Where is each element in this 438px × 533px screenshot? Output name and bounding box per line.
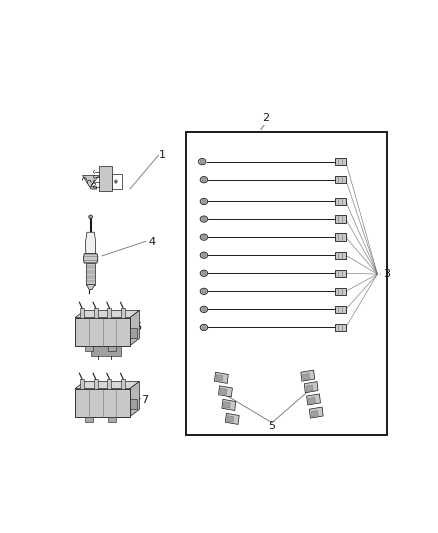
Bar xyxy=(80,308,84,318)
Text: 7: 7 xyxy=(141,394,148,405)
Bar xyxy=(222,399,235,410)
Bar xyxy=(304,382,318,393)
Bar xyxy=(334,233,345,241)
Ellipse shape xyxy=(201,326,205,329)
Bar xyxy=(121,308,125,318)
Bar xyxy=(85,345,92,351)
Bar xyxy=(223,402,230,408)
Bar xyxy=(306,394,320,405)
Bar xyxy=(334,176,345,183)
Bar xyxy=(334,306,345,313)
Ellipse shape xyxy=(198,158,205,165)
Text: 2: 2 xyxy=(261,113,269,123)
Polygon shape xyxy=(75,382,139,389)
Polygon shape xyxy=(86,285,95,290)
Ellipse shape xyxy=(201,271,205,275)
Bar xyxy=(309,407,322,418)
Bar xyxy=(334,252,345,259)
Bar xyxy=(215,375,223,381)
Ellipse shape xyxy=(201,253,205,257)
Bar xyxy=(334,198,345,205)
Text: 6: 6 xyxy=(134,322,141,333)
Bar xyxy=(94,308,97,318)
Bar xyxy=(219,388,226,394)
Ellipse shape xyxy=(200,160,204,164)
Polygon shape xyxy=(130,382,139,417)
Bar xyxy=(130,328,137,337)
Polygon shape xyxy=(75,310,139,318)
Polygon shape xyxy=(83,254,98,263)
Bar xyxy=(85,417,92,422)
Bar xyxy=(226,416,233,422)
Bar xyxy=(130,399,137,409)
Bar xyxy=(214,372,228,383)
Bar xyxy=(108,345,115,351)
Bar xyxy=(334,158,345,165)
Bar xyxy=(108,417,115,422)
Bar xyxy=(75,389,130,417)
Bar xyxy=(86,263,95,285)
Bar xyxy=(218,386,232,397)
Bar xyxy=(302,374,309,380)
Ellipse shape xyxy=(200,252,207,259)
Ellipse shape xyxy=(201,235,205,239)
Bar xyxy=(311,410,318,417)
Bar xyxy=(121,379,125,389)
Ellipse shape xyxy=(200,216,207,222)
Ellipse shape xyxy=(201,289,205,293)
Bar xyxy=(305,385,312,391)
Bar xyxy=(308,397,315,404)
Bar xyxy=(107,308,111,318)
Polygon shape xyxy=(85,232,95,254)
Bar xyxy=(334,324,345,331)
Ellipse shape xyxy=(201,308,205,311)
Text: 5: 5 xyxy=(268,421,275,431)
Ellipse shape xyxy=(201,178,205,182)
Bar xyxy=(185,132,386,435)
Bar xyxy=(107,379,111,389)
Bar xyxy=(225,413,239,424)
Text: 4: 4 xyxy=(148,238,155,247)
Polygon shape xyxy=(130,310,139,345)
Ellipse shape xyxy=(200,234,207,240)
Ellipse shape xyxy=(200,288,207,294)
Bar xyxy=(334,215,345,223)
Bar xyxy=(334,270,345,277)
Circle shape xyxy=(114,180,117,183)
Bar xyxy=(94,379,97,389)
Text: 1: 1 xyxy=(158,150,165,160)
Ellipse shape xyxy=(200,270,207,277)
Text: 3: 3 xyxy=(382,269,389,279)
Polygon shape xyxy=(82,175,99,189)
Ellipse shape xyxy=(200,176,207,183)
Bar xyxy=(75,318,130,345)
Ellipse shape xyxy=(200,198,207,205)
Bar xyxy=(300,370,314,381)
Ellipse shape xyxy=(200,324,207,330)
Ellipse shape xyxy=(200,306,207,312)
Bar xyxy=(80,379,84,389)
Ellipse shape xyxy=(201,217,205,221)
Bar xyxy=(334,288,345,295)
Bar xyxy=(98,166,111,191)
Ellipse shape xyxy=(201,199,205,203)
Bar xyxy=(90,345,120,356)
Ellipse shape xyxy=(88,215,92,219)
Bar xyxy=(111,174,122,189)
